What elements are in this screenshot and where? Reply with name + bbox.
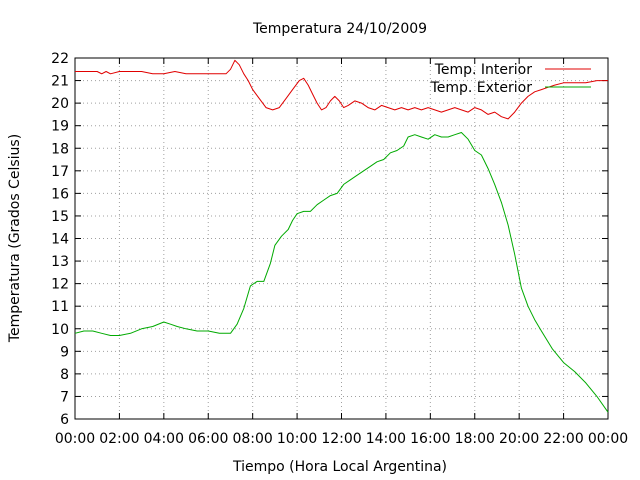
y-axis-ticks: 6 7 8 9 10 11 12 13 14 15 16 17 18 19 20 21 22 — [51, 51, 608, 428]
x-tick-label: 08:00 — [232, 431, 272, 447]
y-tick-label: 14 — [51, 232, 69, 248]
x-axis-label: Tiempo (Hora Local Argentina) — [232, 459, 447, 475]
y-tick-label: 18 — [51, 141, 69, 157]
x-tick-label: 00:00 — [588, 431, 628, 447]
y-tick-label: 8 — [60, 367, 69, 383]
x-tick-label: 12:00 — [321, 431, 361, 447]
legend-label-temp-interior: Temp. Interior — [434, 62, 533, 78]
x-tick-label: 20:00 — [499, 431, 539, 447]
series-line-temp-exterior — [74, 132, 609, 413]
grid-lines — [75, 58, 608, 419]
x-axis-ticks: 00:00 02:00 04:00 06:00 08:00 10:00 12:00 14:00… — [55, 58, 628, 447]
x-tick-label: 22:00 — [543, 431, 583, 447]
series-line-temp-interior — [75, 59, 608, 120]
y-tick-label: 19 — [51, 119, 69, 135]
y-tick-label: 17 — [51, 164, 69, 180]
y-tick-label: 21 — [51, 74, 69, 90]
y-tick-label: 15 — [51, 209, 69, 225]
legend: Temp. Interior Temp. Exterior — [430, 62, 591, 96]
x-tick-label: 06:00 — [188, 431, 228, 447]
x-tick-label: 02:00 — [99, 431, 139, 447]
y-tick-label: 6 — [60, 412, 69, 428]
x-tick-label: 14:00 — [366, 431, 406, 447]
y-tick-label: 10 — [51, 322, 69, 338]
y-tick-label: 7 — [60, 389, 69, 405]
x-tick-label: 04:00 — [144, 431, 184, 447]
y-axis-label: Temperatura (Grados Celsius) — [7, 134, 23, 343]
x-tick-label: 00:00 — [55, 431, 95, 447]
series-lines — [74, 59, 609, 413]
x-tick-label: 10:00 — [277, 431, 317, 447]
y-tick-label: 11 — [51, 299, 69, 315]
chart-title: Temperatura 24/10/2009 — [252, 21, 427, 37]
y-tick-label: 20 — [51, 96, 69, 112]
x-tick-label: 18:00 — [455, 431, 495, 447]
x-tick-label: 16:00 — [410, 431, 450, 447]
y-tick-label: 13 — [51, 254, 69, 270]
legend-label-temp-exterior: Temp. Exterior — [430, 80, 533, 96]
y-tick-label: 9 — [60, 344, 69, 360]
y-tick-label: 22 — [51, 51, 69, 67]
y-tick-label: 16 — [51, 186, 69, 202]
y-tick-label: 12 — [51, 277, 69, 293]
